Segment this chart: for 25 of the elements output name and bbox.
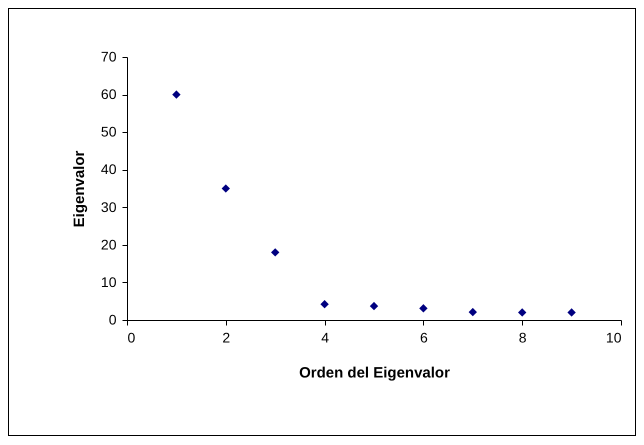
point	[370, 302, 378, 310]
x-tick-label: 2	[222, 330, 230, 346]
point	[271, 248, 280, 257]
point	[222, 184, 230, 193]
x-tick-label: 6	[420, 330, 428, 346]
y-axis-title: Eigenvalor	[70, 150, 88, 228]
point	[320, 300, 329, 308]
y-tick-label: 70	[100, 48, 117, 64]
x-tick-label: 4	[321, 330, 330, 346]
y-tick-label: 0	[108, 312, 117, 328]
x-tick-label: 10	[606, 330, 622, 346]
point	[468, 308, 477, 316]
y-tick-label: 10	[100, 274, 117, 290]
y-tick-label: 40	[100, 161, 117, 178]
point	[518, 308, 526, 317]
x-tick-label: 8	[518, 330, 527, 346]
y-tick-label: 20	[100, 236, 117, 252]
point	[419, 304, 428, 313]
y-tick-label: 30	[100, 198, 117, 215]
y-tick-label: 50	[100, 124, 117, 140]
point	[172, 90, 181, 99]
y-tick-label: 60	[100, 86, 117, 102]
x-tick-label: 0	[128, 330, 136, 346]
point	[567, 308, 576, 317]
x-axis-title: Orden del Eigenvalor	[299, 364, 450, 382]
